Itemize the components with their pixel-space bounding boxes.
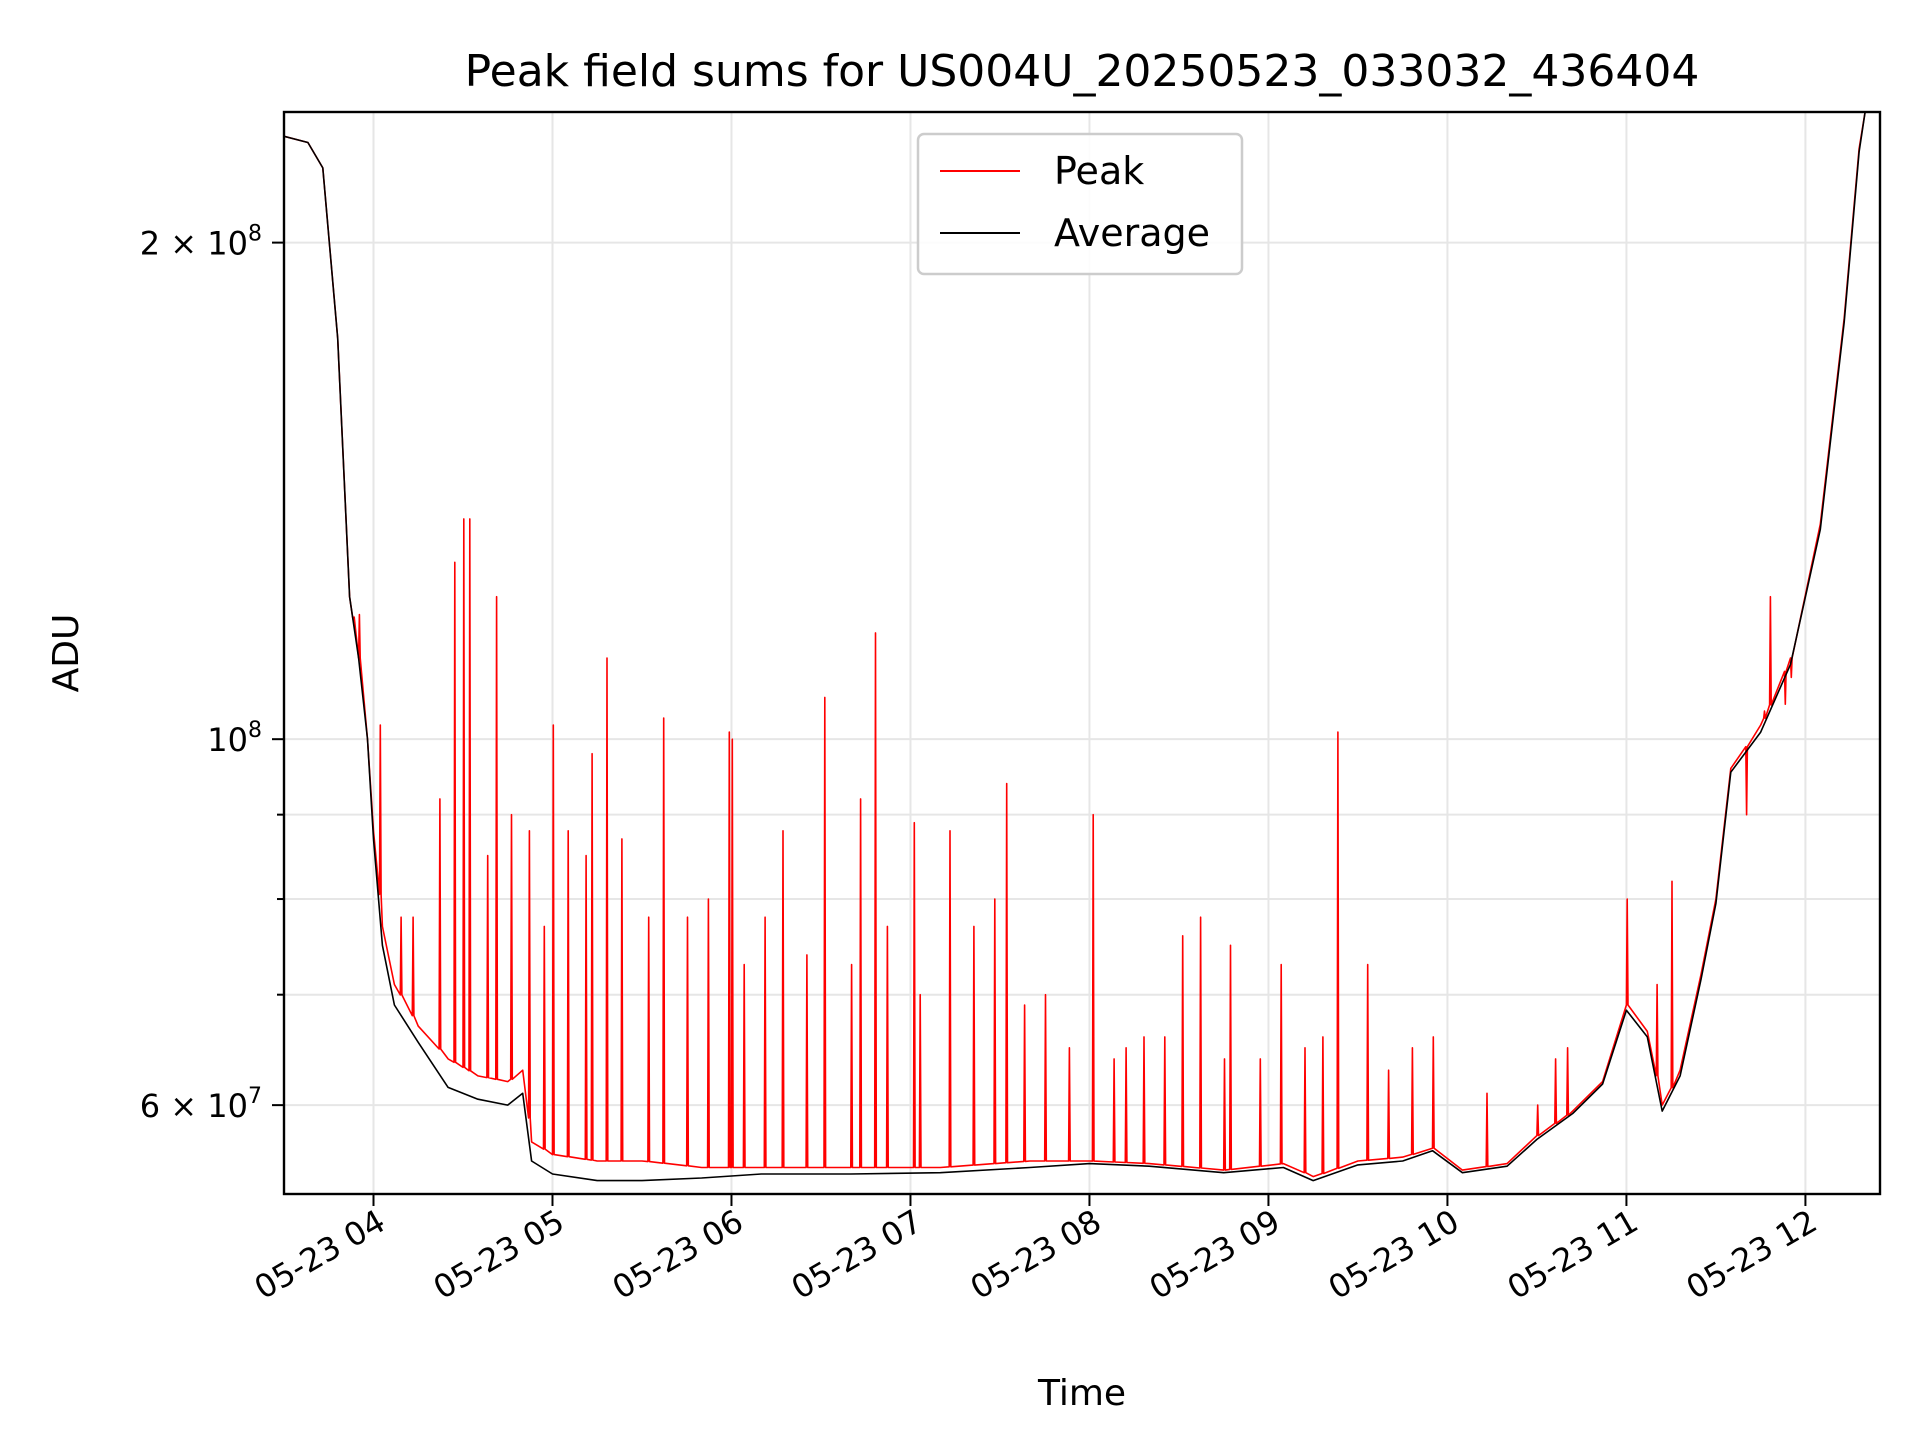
chart-title: Peak field sums for US004U_20250523_0330… xyxy=(465,46,1700,97)
x-axis-label: Time xyxy=(1037,1373,1126,1414)
y-tick-label: 2 × 108 xyxy=(140,222,262,263)
legend: Peak Average xyxy=(916,132,1244,276)
y-tick-label: 6 × 107 xyxy=(140,1084,262,1125)
series-line-average xyxy=(284,112,1866,1182)
y-axis-label: ADU xyxy=(46,614,87,693)
series-area xyxy=(284,112,1866,1182)
grid xyxy=(284,112,1880,1194)
legend-label-average: Average xyxy=(1054,211,1210,255)
legend-box xyxy=(916,132,1244,276)
series-line-peak xyxy=(284,112,1866,1178)
legend-label-peak: Peak xyxy=(1054,149,1144,193)
y-tick-label: 108 xyxy=(207,718,262,759)
plot-frame xyxy=(282,110,1882,1196)
